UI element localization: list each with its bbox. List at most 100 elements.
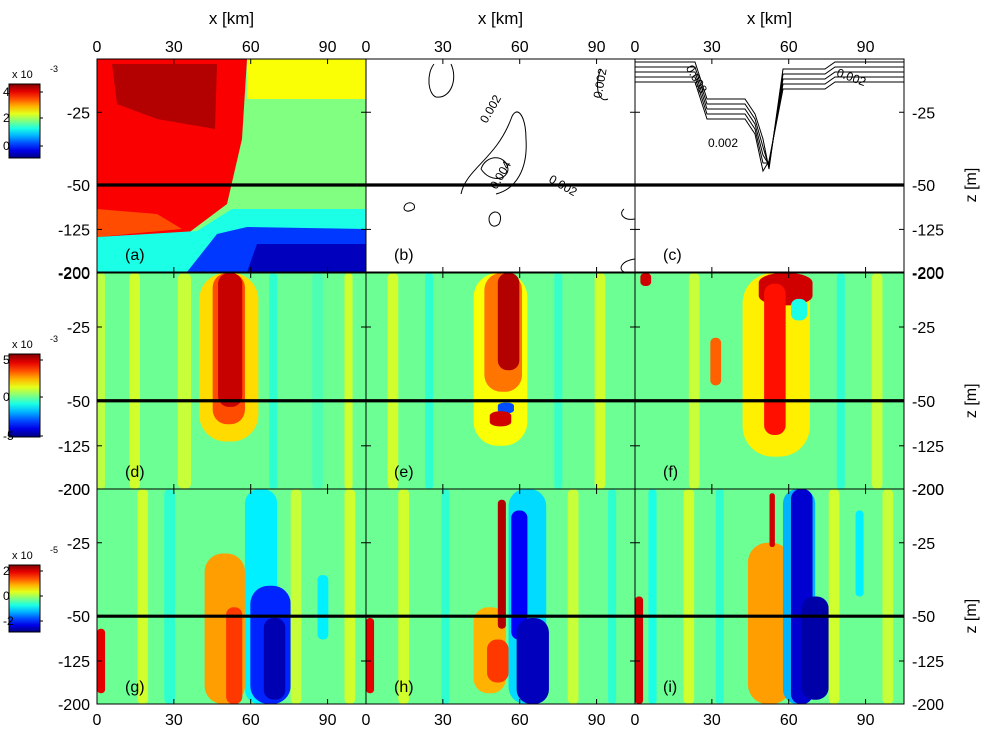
field-patch — [688, 273, 700, 489]
field-patch — [441, 489, 450, 704]
x-tick-label-bottom: 0 — [362, 712, 371, 729]
field-patch — [497, 273, 520, 371]
field-patch — [567, 489, 579, 704]
x-tick-label-top: 90 — [588, 39, 606, 56]
contour-line — [480, 157, 509, 179]
z-tick-label-left: -25 — [67, 320, 90, 337]
z-tick-label-left: -200 — [58, 482, 90, 499]
contour-label: 0.002 — [591, 67, 610, 99]
x-tick-label-top: 30 — [703, 39, 721, 56]
x-tick-label-bottom: 0 — [631, 712, 640, 729]
x-tick-label-bottom: 90 — [319, 712, 337, 729]
field-patch — [791, 298, 808, 321]
x-tick-label-top: 30 — [434, 39, 452, 56]
x-axis-title: x [km] — [747, 9, 792, 28]
field-patch — [97, 273, 106, 489]
field-patch — [489, 411, 512, 427]
z-tick-label-right: -50 — [912, 609, 935, 626]
panel-frame — [634, 58, 905, 273]
field-patch — [497, 402, 514, 414]
x-tick-label-top: 0 — [93, 39, 102, 56]
field-patch — [425, 273, 434, 489]
panel-b-field — [366, 59, 635, 272]
z-tick-label-left: -125 — [58, 222, 90, 239]
contour-line — [635, 71, 904, 167]
z-tick-label-right: -200 — [912, 697, 944, 714]
panel-label: (g) — [125, 679, 145, 696]
x-tick-label-bottom: 60 — [780, 712, 798, 729]
panel-a-dark-blue — [247, 244, 366, 272]
contour-line — [597, 68, 609, 101]
field-patch — [594, 273, 606, 489]
x-tick-label-top: 60 — [780, 39, 798, 56]
panel-label: (a) — [125, 247, 145, 264]
z-tick-label-left: -25 — [67, 105, 90, 122]
x-axis-title: x [km] — [209, 9, 254, 28]
field-patch — [683, 489, 695, 704]
panels — [97, 59, 904, 704]
panel-a-orange — [97, 209, 182, 237]
z-tick-label-left: -200 — [58, 697, 90, 714]
x-tick-label-top: 60 — [511, 39, 529, 56]
field-patch — [487, 639, 509, 683]
z-tick-label-left: -125 — [58, 439, 90, 456]
colorbar-tick-label: 5 — [3, 353, 10, 367]
panel-h-field — [366, 489, 635, 704]
z-tick-label-left: -50 — [67, 609, 90, 626]
field-patch — [164, 489, 176, 704]
z-tick-label-right: -50 — [912, 178, 935, 195]
field-patch — [263, 618, 286, 700]
panel-frame — [634, 488, 905, 705]
field-patch — [344, 273, 353, 489]
panel-label: (h) — [394, 679, 414, 696]
colorbar-power: -3 — [50, 334, 58, 344]
z-tick-label-left: -125 — [58, 654, 90, 671]
field-patch — [608, 489, 617, 704]
colorbar-tick-label: 4 — [3, 85, 10, 99]
field-patch — [715, 489, 724, 704]
colorbar-tick-label: 2 — [3, 111, 10, 125]
z-axis-title: z [m] — [963, 599, 980, 634]
z-tick-label-right: -200 — [912, 265, 944, 282]
field-patch — [137, 489, 149, 704]
z-tick-label-right: -25 — [912, 105, 935, 122]
colorbar-tick-label: -2 — [3, 614, 14, 628]
z-tick-label-right: -125 — [912, 222, 944, 239]
x-tick-label-top: 90 — [857, 39, 875, 56]
panel-g-field — [97, 489, 366, 704]
z-axis-title: z [m] — [963, 168, 980, 203]
z-tick-label-right: -200 — [912, 482, 944, 499]
contour-line — [488, 211, 502, 227]
field-patch — [290, 489, 302, 704]
field-patch — [516, 618, 549, 704]
z-tick-label-left: -50 — [67, 394, 90, 411]
contour-line — [428, 63, 455, 98]
field-patch — [398, 489, 410, 704]
x-tick-label-bottom: 60 — [511, 712, 529, 729]
contour-line — [635, 66, 904, 168]
x-tick-label-bottom: 30 — [434, 712, 452, 729]
x-tick-label-bottom: 90 — [857, 712, 875, 729]
panel-a-field — [97, 59, 366, 272]
colorbar-exponent: x 10 — [12, 339, 33, 351]
colorbar-tick-label: 0 — [3, 390, 10, 404]
panel-d-field — [97, 273, 366, 489]
contour-line — [635, 61, 904, 170]
panel-a-yellow-top — [247, 59, 366, 99]
z-tick-label-right: -125 — [912, 654, 944, 671]
field-patch — [828, 489, 840, 704]
panel-label: (b) — [394, 247, 414, 264]
field-patch — [497, 499, 506, 629]
colorbar-exponent: x 10 — [12, 550, 33, 562]
field-patch — [366, 618, 375, 694]
field-patch — [801, 596, 829, 700]
panel-label: (d) — [125, 464, 145, 481]
colorbar-tick-label: 2 — [3, 564, 10, 578]
field-patch — [769, 493, 775, 548]
field-patch — [511, 510, 528, 640]
field-patch — [317, 575, 329, 640]
colorbar — [8, 564, 41, 633]
z-tick-label-left: -50 — [67, 178, 90, 195]
colorbar-exponent: x 10 — [12, 69, 33, 81]
